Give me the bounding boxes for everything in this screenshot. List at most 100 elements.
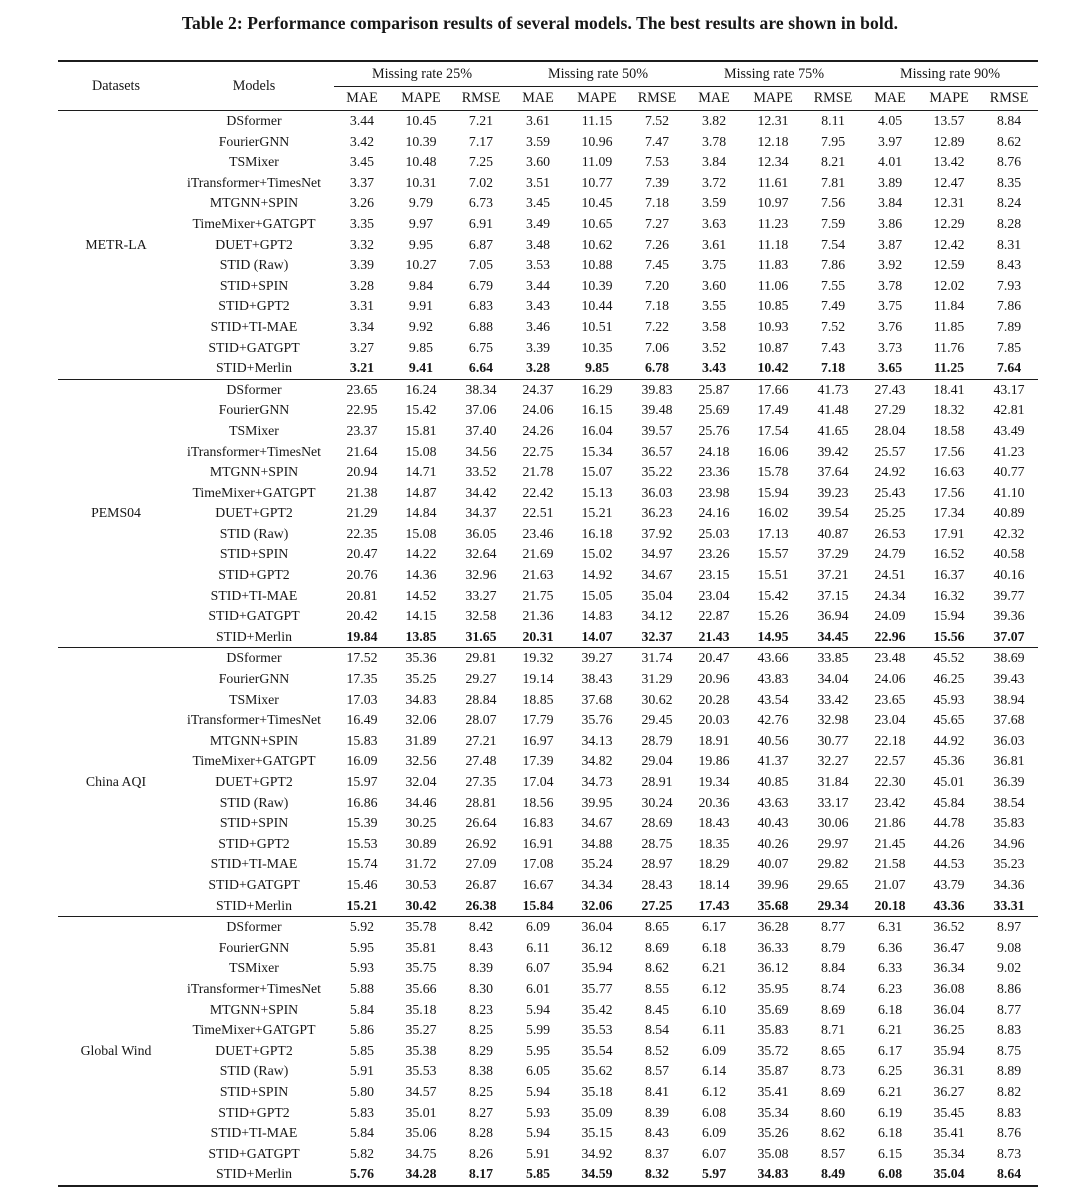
metric-value-cell: 6.88 — [468, 318, 494, 334]
metric-value-cell: 27.43 — [874, 381, 906, 397]
table-row: STID (Raw) 16.86 34.46 28.81 18.56 39.95 30.24… — [58, 793, 1038, 814]
metric-value-cell: 28.97 — [641, 856, 673, 872]
metric-value-cell: 13.85 — [405, 628, 437, 644]
metric-value-cell: 40.58 — [993, 546, 1025, 562]
metric-value-cell: 3.59 — [701, 195, 727, 211]
metric-value-cell: 37.06 — [465, 402, 497, 418]
metric-value-cell: 28.81 — [465, 794, 497, 810]
metric-value-cell: 27.21 — [465, 732, 497, 748]
metric-value-cell: 8.57 — [644, 1063, 670, 1079]
metric-value-cell: 5.99 — [525, 1022, 551, 1038]
metric-value-cell: 33.31 — [993, 897, 1025, 913]
metric-value-cell: 8.28 — [996, 215, 1022, 231]
table-row: TimeMixer+GATGPT 16.09 32.56 27.48 17.39 34.8… — [58, 751, 1038, 772]
metric-value-cell: 45.65 — [933, 712, 965, 728]
metric-value-cell: 10.93 — [757, 318, 789, 334]
metric-value-cell: 15.74 — [346, 856, 378, 872]
metric-value-cell: 7.49 — [820, 298, 846, 314]
metric-value-cell: 31.74 — [641, 650, 673, 666]
metric-value-cell: 3.28 — [525, 360, 551, 376]
metric-value-cell: 41.65 — [817, 422, 849, 438]
metric-column-header: MAPE — [742, 86, 805, 111]
metric-value-cell: 8.57 — [820, 1145, 846, 1161]
metric-value-cell: 27.48 — [465, 753, 497, 769]
metric-value-cell: 12.89 — [933, 133, 965, 149]
metric-value-cell: 3.84 — [877, 195, 903, 211]
metric-value-cell: 6.78 — [644, 360, 670, 376]
metric-value-cell: 37.07 — [993, 628, 1025, 644]
model-name-cell: DSformer — [226, 919, 282, 935]
metric-value-cell: 23.48 — [874, 650, 906, 666]
metric-value-cell: 6.14 — [701, 1063, 727, 1079]
table-row: FourierGNN 5.95 35.81 8.43 6.11 36.12 8.69 6.18… — [58, 938, 1038, 959]
table-row: China AQI DSformer 17.52 35.36 29.81 19.32 39.… — [58, 648, 1038, 789]
metric-value-cell: 35.04 — [933, 1166, 965, 1182]
metric-value-cell: 43.49 — [993, 422, 1025, 438]
missing-rate-group-header: Missing rate 25% — [334, 61, 511, 87]
metric-value-cell: 5.94 — [525, 1083, 551, 1099]
metric-value-cell: 15.21 — [581, 505, 613, 521]
metric-value-cell: 7.81 — [820, 174, 846, 190]
metric-value-cell: 7.86 — [996, 298, 1022, 314]
missing-rate-group-header: Missing rate 75% — [686, 61, 863, 87]
metric-value-cell: 6.33 — [877, 960, 903, 976]
dataset-block: Global Wind DSformer 5.92 35.78 8.42 6.09 36.0… — [58, 916, 1039, 1186]
metric-value-cell: 9.92 — [408, 318, 434, 334]
metric-value-cell: 20.47 — [346, 546, 378, 562]
metric-value-cell: 12.34 — [757, 154, 789, 170]
metric-value-cell: 8.39 — [468, 960, 494, 976]
metric-value-cell: 35.18 — [581, 1083, 613, 1099]
metric-value-cell: 5.80 — [349, 1083, 375, 1099]
metric-value-cell: 12.31 — [757, 113, 789, 128]
metric-value-cell: 8.79 — [820, 939, 846, 955]
metric-value-cell: 26.53 — [874, 525, 906, 541]
metric-value-cell: 46.25 — [933, 671, 965, 687]
metric-value-cell: 20.28 — [698, 691, 730, 707]
metric-value-cell: 25.87 — [698, 381, 730, 397]
table-row: DUET+GPT2 15.97 32.04 27.35 17.04 34.73 28.91 1… — [58, 772, 1038, 793]
metric-value-cell: 34.37 — [465, 505, 497, 521]
metric-value-cell: 39.77 — [993, 587, 1025, 603]
metric-value-cell: 23.37 — [346, 422, 378, 438]
metric-value-cell: 7.17 — [468, 133, 494, 149]
metric-value-cell: 6.25 — [877, 1063, 903, 1079]
metric-value-cell: 17.03 — [346, 691, 378, 707]
metric-value-cell: 21.29 — [346, 505, 378, 521]
metric-value-cell: 24.06 — [874, 671, 906, 687]
metric-value-cell: 7.56 — [820, 195, 846, 211]
metric-value-cell: 8.43 — [468, 939, 494, 955]
metric-value-cell: 15.42 — [405, 402, 437, 418]
metric-value-cell: 45.01 — [933, 774, 965, 789]
metric-value-cell: 37.29 — [817, 546, 849, 562]
metric-value-cell: 3.52 — [701, 339, 727, 355]
table-row: TimeMixer+GATGPT 21.38 14.87 34.42 22.42 15.1… — [58, 483, 1038, 504]
table-row: STID (Raw) 22.35 15.08 36.05 23.46 16.18 37.92… — [58, 524, 1038, 545]
metric-value-cell: 36.25 — [933, 1022, 965, 1038]
metric-value-cell: 36.39 — [993, 774, 1025, 789]
metric-value-cell: 10.35 — [581, 339, 613, 355]
metric-value-cell: 27.35 — [465, 774, 497, 789]
metric-value-cell: 24.16 — [698, 505, 730, 521]
metric-value-cell: 29.34 — [817, 897, 849, 913]
dataset-label: China AQI — [85, 774, 147, 789]
model-name-cell: DUET+GPT2 — [215, 1042, 293, 1058]
metric-value-cell: 22.96 — [874, 628, 906, 644]
metric-value-cell: 7.25 — [468, 154, 494, 170]
metric-value-cell: 11.84 — [933, 298, 965, 314]
metric-value-cell: 3.87 — [877, 236, 903, 252]
metric-value-cell: 28.07 — [465, 712, 497, 728]
metric-value-cell: 39.23 — [817, 484, 849, 500]
table-row: iTransformer+TimesNet 5.88 35.66 8.30 6.01 35… — [58, 979, 1038, 1000]
metric-value-cell: 19.14 — [522, 671, 554, 687]
metric-value-cell: 43.36 — [933, 897, 965, 913]
metric-value-cell: 31.89 — [405, 732, 437, 748]
metric-value-cell: 14.84 — [405, 505, 437, 521]
metric-value-cell: 35.22 — [641, 464, 673, 480]
model-name-cell: STID+TI-MAE — [210, 856, 298, 872]
metric-value-cell: 27.09 — [465, 856, 497, 872]
metric-value-cell: 35.34 — [933, 1145, 965, 1161]
metric-value-cell: 11.76 — [933, 339, 965, 355]
table-row: DUET+GPT2 21.29 14.84 34.37 22.51 15.21 36.23 2… — [58, 503, 1038, 524]
metric-value-cell: 12.18 — [757, 133, 789, 149]
metric-value-cell: 26.87 — [465, 876, 497, 892]
